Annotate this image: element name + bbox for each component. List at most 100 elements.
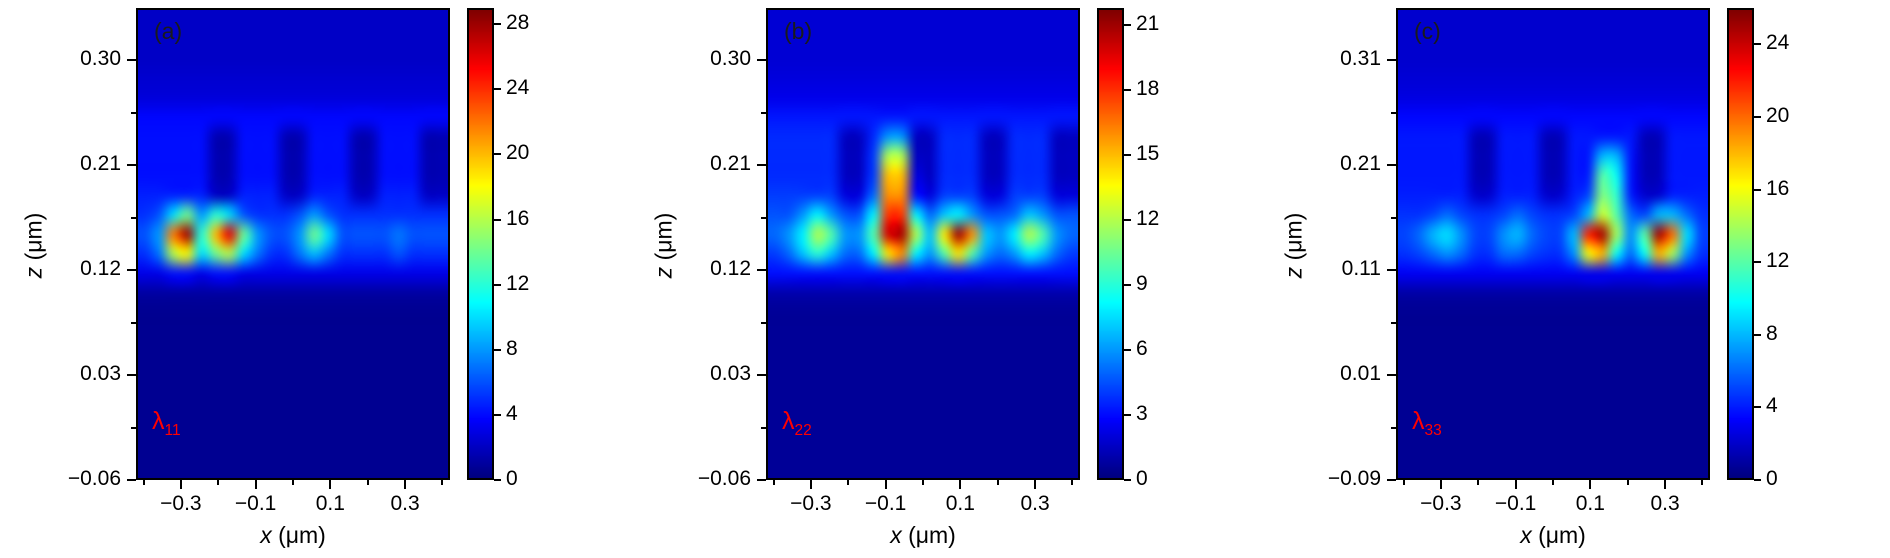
x-tick-mark [959, 480, 962, 489]
y-tick-mark [1387, 479, 1396, 481]
y-axis-label: z (μm) [1281, 186, 1308, 306]
x-tick-label: 0.1 [315, 492, 345, 515]
y-minor-tick-mark [761, 321, 766, 324]
colorbar-tick-mark [494, 88, 501, 91]
colorbar-tick-label: 16 [1766, 176, 1790, 200]
x-tick-mark [809, 480, 812, 489]
y-tick-mark [1387, 269, 1396, 272]
y-tick-label: 0.31 [1340, 47, 1381, 71]
colorbar-tick-mark [1754, 333, 1761, 336]
y-tick-mark [757, 269, 766, 272]
x-tick-label: −0.3 [1420, 492, 1462, 515]
x-axis-unit: (μm) [1531, 522, 1586, 548]
plot-area: (b) λ22 [766, 8, 1080, 480]
y-minor-tick-mark [761, 426, 766, 429]
y-tick-mark [757, 374, 766, 377]
x-axis-unit: (μm) [271, 522, 326, 548]
x-axis-label: x (μm) [136, 522, 450, 549]
y-minor-tick-mark [761, 111, 766, 114]
colorbar-tick-mark [494, 218, 501, 221]
colorbar-tick-mark [494, 348, 501, 351]
colorbar-tick-label: 6 [1136, 337, 1148, 361]
y-tick-label: −0.06 [67, 467, 121, 490]
colorbar-tick-label: 4 [506, 401, 518, 425]
x-minor-tick-mark [1402, 480, 1405, 485]
colorbar-tick-label: 0 [1136, 467, 1148, 490]
lambda-label: λ33 [1412, 407, 1442, 440]
colorbar-tick-label: 16 [506, 206, 530, 230]
colorbar-tick-label: 0 [1766, 467, 1778, 490]
plot-area: (a) λ11 [136, 8, 450, 480]
x-axis-var: x [1520, 522, 1532, 548]
y-minor-tick-mark [1391, 111, 1396, 114]
colorbar-tick-mark [1124, 24, 1131, 27]
y-tick-label: 0.21 [1340, 152, 1381, 176]
x-minor-tick-mark [996, 480, 999, 485]
y-minor-tick-mark [131, 111, 136, 114]
colorbar-tick-label: 12 [506, 271, 530, 295]
colorbar-tick-mark [1124, 414, 1131, 417]
colorbar-tick-mark [1124, 349, 1131, 352]
colorbar-tick-label: 4 [1766, 394, 1778, 418]
y-minor-tick-mark [1391, 426, 1396, 429]
panel-label: (c) [1414, 18, 1441, 44]
x-tick-label: 0.1 [945, 492, 975, 515]
colorbar-tick-label: 8 [1766, 321, 1778, 345]
y-tick-label: 0.03 [710, 362, 751, 386]
lambda-subscript: 33 [1424, 422, 1442, 439]
x-tick-mark [329, 480, 332, 489]
y-tick-label: 0.21 [710, 152, 751, 176]
y-tick-mark [1387, 374, 1396, 377]
colorbar-tick-mark [1754, 43, 1761, 46]
y-axis-label: z (μm) [651, 186, 678, 306]
x-tick-mark [1514, 480, 1517, 489]
x-axis-unit: (μm) [901, 522, 956, 548]
colorbar-tick-mark [1124, 219, 1131, 222]
colorbar-tick-label: 12 [1766, 249, 1790, 273]
colorbar-tick-mark [494, 153, 501, 156]
x-tick-mark [884, 480, 887, 489]
x-tick-label: −0.3 [160, 492, 202, 515]
colorbar-tick-label: 20 [506, 141, 530, 165]
colorbar-tick-label: 8 [506, 336, 518, 360]
colorbar-canvas [469, 10, 492, 478]
lambda-subscript: 22 [794, 422, 812, 439]
panel-label: (b) [784, 18, 813, 44]
colorbar [1097, 8, 1124, 480]
y-tick-label: 0.21 [80, 152, 121, 176]
x-minor-tick-mark [217, 480, 220, 485]
x-tick-mark [1664, 480, 1667, 489]
colorbar-tick-mark [1124, 479, 1131, 481]
x-minor-tick-mark [772, 480, 775, 485]
x-tick-mark [1439, 480, 1442, 489]
y-tick-mark [757, 164, 766, 167]
x-axis-label: x (μm) [766, 522, 1080, 549]
y-tick-mark [127, 164, 136, 167]
y-tick-label: −0.09 [1327, 467, 1381, 490]
colorbar-tick-mark [1754, 115, 1761, 118]
x-tick-label: −0.1 [864, 492, 907, 515]
heatmap-canvas [768, 10, 1078, 478]
y-tick-mark [1387, 59, 1396, 62]
y-tick-label: 0.30 [80, 47, 121, 71]
colorbar-tick-label: 20 [1766, 103, 1790, 127]
x-tick-label: 0.3 [1650, 492, 1680, 515]
x-axis-var: x [260, 522, 272, 548]
lambda-subscript: 11 [164, 422, 181, 439]
x-minor-tick-mark [922, 480, 924, 485]
heatmap-panel-a: z (μm) (a) λ11 x (μm) 0.30 0.21 0.12 0.03 −0… [0, 0, 630, 558]
colorbar-tick-label: 12 [1136, 207, 1160, 231]
heatmap-canvas [138, 10, 448, 478]
y-tick-label: 0.03 [80, 362, 121, 386]
x-tick-label: −0.3 [790, 492, 832, 515]
x-tick-label: −0.1 [1494, 492, 1537, 515]
x-axis-label: x (μm) [1396, 522, 1710, 549]
y-tick-label: −0.06 [697, 467, 751, 490]
y-minor-tick-mark [131, 321, 136, 324]
x-tick-mark [254, 480, 257, 489]
colorbar-canvas [1729, 10, 1752, 478]
x-minor-tick-mark [847, 480, 850, 485]
colorbar-tick-label: 24 [506, 76, 530, 100]
lambda-label: λ22 [782, 407, 812, 440]
colorbar-tick-mark [494, 479, 501, 481]
